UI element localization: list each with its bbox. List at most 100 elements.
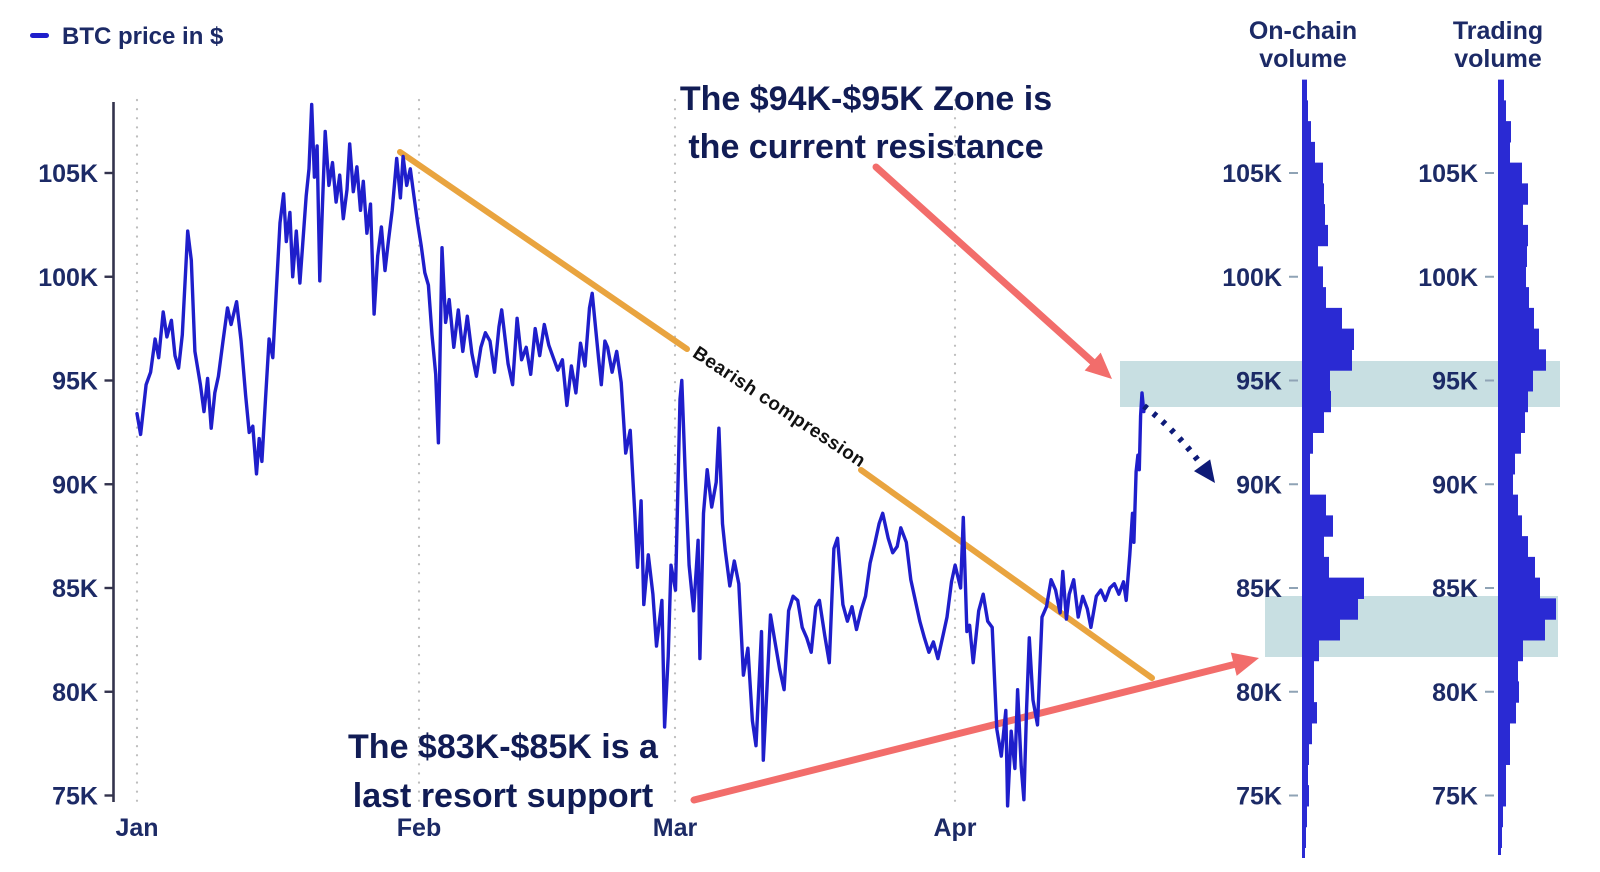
trading-volume-bar: [1498, 79, 1504, 101]
trading-volume-bar: [1498, 453, 1515, 475]
onchain-volume-bar: [1302, 598, 1358, 620]
trading-volume-bar: [1498, 162, 1522, 184]
support-arrow-line: [690, 659, 1244, 804]
onchain-volume-bar: [1302, 183, 1324, 205]
trading-volume-bar: [1498, 826, 1502, 848]
onchain-volume-bar: [1302, 266, 1323, 288]
trading-volume-bar: [1498, 411, 1525, 433]
trading-volume-bar: [1498, 349, 1546, 371]
trading-volume-bar: [1498, 432, 1521, 454]
onchain-volume-bar: [1302, 100, 1308, 122]
support-annotation-line2: last resort support: [353, 777, 653, 815]
onchain-volume-bar: [1302, 141, 1315, 164]
onchain-volume-bar: [1302, 121, 1311, 143]
onchain-volume-bar: [1302, 577, 1364, 599]
price-y-tick-label: 105K: [38, 160, 98, 188]
onchain-volume-bar: [1302, 743, 1309, 765]
support-annotation-line1: The $83K-$85K is a: [348, 728, 659, 766]
onchain-volume-bar: [1302, 639, 1319, 662]
projection-arrow-to-90k-head: [1193, 459, 1215, 483]
onchain-volume-bar: [1302, 307, 1342, 330]
trading-volume-tick-label: 90K: [1432, 471, 1478, 499]
trading-volume-bar: [1498, 370, 1533, 392]
onchain-volume-bar: [1302, 79, 1307, 101]
trading-volume-title-line1: Trading: [1453, 17, 1543, 45]
onchain-volume-bar: [1302, 785, 1309, 807]
x-tick-label-apr: Apr: [933, 814, 976, 842]
onchain-volume-title-line2: volume: [1259, 45, 1347, 73]
onchain-volume-bar: [1302, 681, 1314, 703]
x-tick-label-mar: Mar: [653, 814, 698, 842]
legend-label: BTC price in $: [62, 23, 224, 50]
trading-volume-bar: [1498, 619, 1545, 641]
price-y-tick-label: 80K: [52, 679, 98, 707]
onchain-volume-bar: [1302, 390, 1331, 413]
legend-line-icon: [30, 33, 49, 38]
trading-volume-bar: [1498, 183, 1528, 205]
trading-volume-bar: [1498, 100, 1506, 122]
trading-volume-bar: [1498, 266, 1526, 288]
price-y-tick-label: 75K: [52, 783, 98, 811]
onchain-volume-bar: [1302, 536, 1324, 558]
trading-volume-bar: [1498, 390, 1528, 413]
resistance-arrow-line: [872, 163, 1100, 369]
onchain-volume-tick-label: 75K: [1236, 783, 1282, 811]
onchain-volume-bar: [1302, 328, 1354, 350]
bearish-trendline-segment: [397, 149, 690, 352]
onchain-volume-bar: [1302, 515, 1333, 537]
onchain-volume-bar: [1302, 287, 1326, 309]
onchain-volume-bar: [1302, 473, 1310, 496]
onchain-volume-bar: [1302, 204, 1325, 226]
trading-volume-bar: [1498, 681, 1519, 703]
onchain-volume-tick-label: 105K: [1222, 160, 1282, 188]
trading-volume-bar: [1498, 639, 1523, 662]
onchain-volume-bar: [1302, 805, 1307, 828]
onchain-volume-bar: [1302, 826, 1306, 848]
trading-volume-bar: [1498, 494, 1518, 516]
support-arrow-head: [1230, 652, 1259, 676]
onchain-volume-bar: [1302, 432, 1313, 454]
onchain-volume-bar: [1302, 722, 1312, 745]
onchain-volume-bar: [1302, 619, 1340, 641]
trading-volume-bar: [1498, 598, 1556, 620]
price-y-tick-label: 90K: [52, 471, 98, 499]
onchain-volume-bar: [1302, 764, 1308, 786]
trading-volume-bar: [1498, 307, 1534, 330]
onchain-volume-bar: [1302, 556, 1329, 579]
trading-volume-bar: [1498, 245, 1527, 267]
trading-volume-bar: [1498, 764, 1506, 786]
onchain-volume-bar: [1302, 494, 1326, 516]
trading-volume-bar: [1498, 328, 1539, 350]
onchain-volume-tick-label: 80K: [1236, 679, 1282, 707]
onchain-volume-bar: [1302, 162, 1323, 184]
trading-volume-bar: [1498, 204, 1523, 226]
trading-volume-bar: [1498, 515, 1522, 537]
projection-arrow-to-90k-line: [1142, 403, 1209, 473]
trading-volume-bar: [1498, 702, 1516, 724]
trading-volume-bar: [1498, 121, 1511, 143]
trading-volume-bar: [1498, 577, 1540, 599]
onchain-volume-bar: [1302, 453, 1310, 475]
onchain-volume-bar: [1302, 370, 1330, 392]
trading-volume-bar: [1498, 224, 1528, 247]
onchain-volume-tick-label: 100K: [1222, 264, 1282, 292]
onchain-volume-bar: [1302, 224, 1328, 247]
onchain-volume-bar: [1302, 660, 1314, 682]
onchain-volume-tick-label: 95K: [1236, 368, 1282, 396]
x-tick-label-feb: Feb: [397, 814, 441, 842]
trading-volume-tick-label: 80K: [1432, 679, 1478, 707]
trading-volume-title-line2: volume: [1454, 45, 1542, 73]
trading-volume-tick-label: 100K: [1418, 264, 1478, 292]
trading-volume-bar: [1498, 722, 1510, 745]
onchain-volume-tick-label: 85K: [1236, 575, 1282, 603]
trading-volume-bar: [1498, 660, 1518, 682]
onchain-volume-bar: [1302, 245, 1318, 267]
trading-volume-bar: [1498, 141, 1510, 164]
onchain-volume-bar: [1302, 702, 1317, 724]
resistance-annotation-line2: the current resistance: [688, 128, 1043, 166]
trading-volume-bar: [1498, 536, 1528, 558]
price-y-tick-label: 85K: [52, 575, 98, 603]
trading-volume-tick-label: 75K: [1432, 783, 1478, 811]
